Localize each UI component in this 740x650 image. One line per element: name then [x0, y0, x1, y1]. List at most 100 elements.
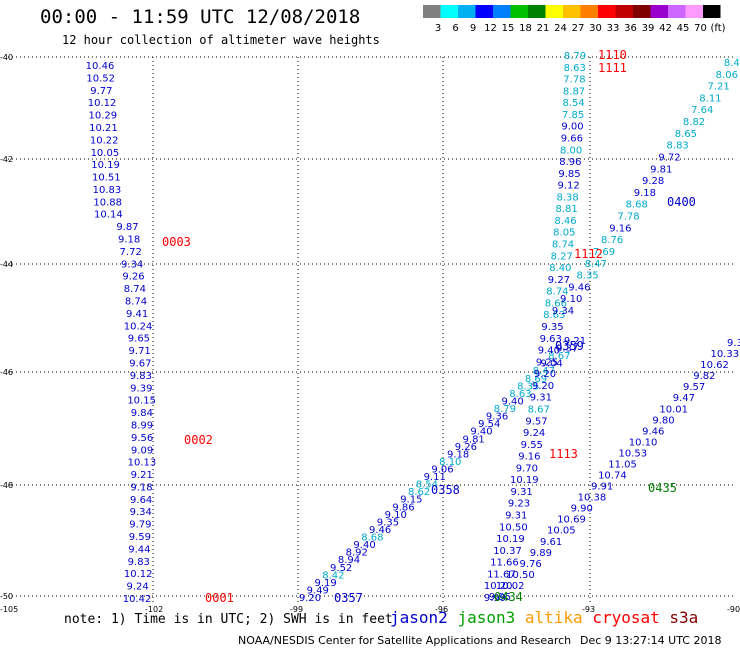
swh-value: 10.74: [598, 471, 627, 482]
lon-label: -99: [290, 605, 303, 614]
swh-value: 9.34: [130, 507, 152, 518]
time-label: 0003: [162, 235, 191, 249]
swh-value: 10.83: [93, 185, 122, 196]
swh-value: 9.18: [130, 482, 152, 493]
colorbar-swatch: [668, 5, 686, 18]
swh-value: 8.54: [416, 480, 438, 491]
swh-value: 9.24: [126, 582, 148, 593]
colorbar-swatch: [493, 5, 511, 18]
swh-value: 9.37: [556, 344, 578, 355]
swh-value: 8.05: [553, 228, 575, 239]
swh-value: 9.67: [129, 358, 151, 369]
colorbar-label: 6: [452, 23, 458, 34]
swh-value: 8.67: [548, 351, 570, 362]
swh-value: 8.40: [549, 263, 571, 274]
swh-value: 10.29: [88, 111, 117, 122]
swh-value: 9.26: [455, 442, 477, 453]
color-scale-bar: 3 6 9 12 15 18 21 24 27 30 33 36 39 42 45 70 (ft): [423, 5, 726, 34]
swh-value: 11.05: [608, 459, 637, 470]
swh-value: 10.38: [578, 493, 607, 504]
colorbar-label: 39: [642, 23, 655, 34]
swh-value: 9.20: [299, 593, 321, 604]
swh-value: 8.81: [555, 204, 577, 215]
time-label: 0400: [667, 195, 696, 209]
swh-value: 10.42: [123, 594, 152, 605]
colorbar-swatch: [598, 5, 616, 18]
swh-value: 8.87: [563, 86, 585, 97]
colorbar-label: 27: [572, 23, 585, 34]
legend-altika: altika: [524, 608, 583, 627]
swh-value: 8.83: [667, 141, 689, 152]
swh-value: 10.20: [484, 581, 513, 592]
colorbar-label: 45: [677, 23, 690, 34]
swh-value: 8.76: [601, 235, 623, 246]
swh-value: 10.50: [499, 522, 528, 533]
swh-value: 9.18: [447, 449, 469, 460]
colorbar-swatch: [633, 5, 651, 18]
time-label: 1112: [574, 247, 603, 261]
colorbar-label: 33: [607, 23, 620, 34]
swh-value: 9.49: [307, 585, 329, 596]
swh-value: 9.21: [131, 470, 153, 481]
swh-value: 10.19: [91, 160, 120, 171]
lat-label: -42: [0, 155, 13, 164]
swh-value: 8.66: [545, 298, 567, 309]
swh-value: 8.92: [346, 548, 368, 559]
swh-value: 9.34: [121, 259, 143, 270]
swh-value: 9.61: [540, 537, 562, 548]
swh-value: 9.18: [634, 188, 656, 199]
swh-value: 10.10: [629, 437, 658, 448]
swh-value: 8.63: [509, 389, 531, 400]
colorbar-label: (ft): [710, 23, 725, 34]
swh-value: 9.31: [511, 487, 533, 498]
swh-value: 9.91: [591, 482, 613, 493]
swh-value: 9.76: [520, 559, 542, 570]
swh-value: 10.21: [89, 123, 118, 134]
swh-value: 9.18: [118, 235, 140, 246]
colorbar-label: 36: [624, 23, 637, 34]
lat-label: -48: [0, 481, 13, 490]
lon-label: -102: [145, 605, 163, 614]
time-label: 0357: [334, 591, 363, 605]
swh-value: 9.10: [560, 294, 582, 305]
swh-value: 9.41: [126, 309, 148, 320]
colorbar-swatch: [685, 5, 703, 18]
swh-value: 9.72: [658, 152, 680, 163]
swh-value: 8.68: [361, 533, 383, 544]
swh-value: 9.85: [558, 169, 580, 180]
swh-value: 8.54: [562, 98, 584, 109]
swh-value: 9.04: [540, 359, 562, 370]
swh-value: 9.65: [128, 334, 150, 345]
swh-value: 8.63: [543, 310, 565, 321]
colorbar-label: 3: [435, 23, 441, 34]
swh-value: 7.85: [562, 110, 584, 121]
swh-value: 8.79: [564, 51, 586, 62]
time-label: 0435: [648, 481, 677, 495]
colorbar-swatch: [545, 5, 563, 18]
swh-value: 8.96: [559, 157, 581, 168]
swh-value: 9.21: [564, 336, 586, 347]
swh-value: 8.11: [699, 93, 721, 104]
swh-value: 9.40: [353, 540, 375, 551]
swh-value: 9.35: [541, 322, 563, 333]
swh-value: 10.05: [547, 526, 576, 537]
lon-label: -105: [0, 605, 18, 614]
swh-value: 9.99: [484, 593, 506, 604]
legend-jason3: jason3: [457, 608, 516, 627]
swh-value: 9.83: [128, 557, 150, 568]
swh-value: 11.67: [487, 569, 516, 580]
swh-value: 9.54: [478, 419, 500, 430]
swh-value: 8.00: [560, 145, 582, 156]
swh-value: 10.12: [124, 569, 153, 580]
swh-value: 9.28: [642, 176, 664, 187]
swh-value: 9.25: [536, 357, 558, 368]
swh-value: 9.86: [392, 502, 414, 513]
colorbar-label: 18: [519, 23, 532, 34]
time-label: 1110: [598, 48, 627, 62]
footer-timestamp: Dec 9 13:27:14 UTC 2018: [580, 634, 722, 647]
swh-value: 8.47: [533, 366, 555, 377]
swh-value: 9.40: [502, 396, 524, 407]
colorbar-swatch: [528, 5, 546, 18]
swh-value: 8.74: [552, 240, 574, 251]
